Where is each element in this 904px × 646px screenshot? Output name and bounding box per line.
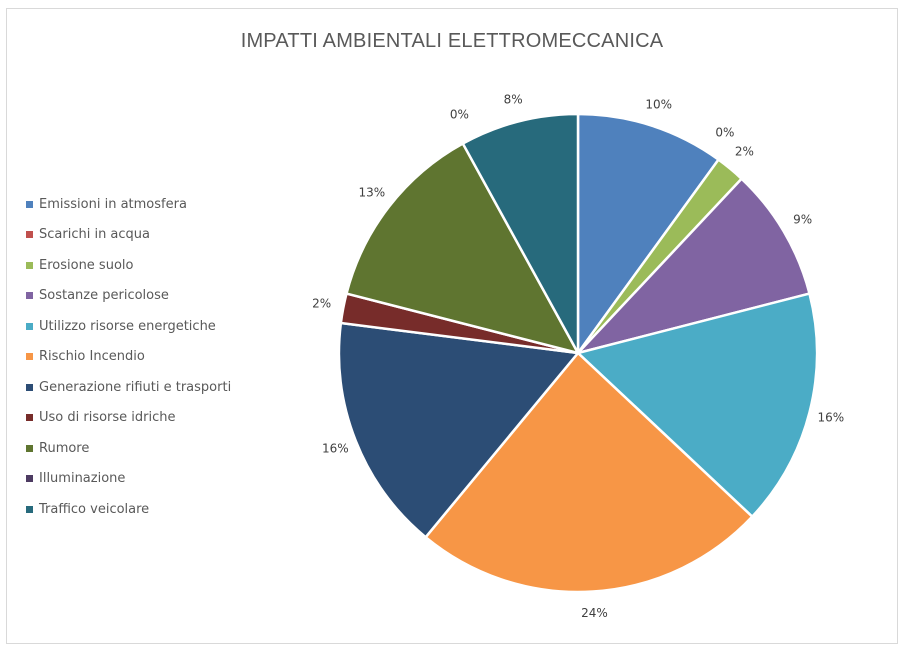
data-label-sostanze-pericolose: 9% <box>793 213 812 227</box>
legend-swatch <box>26 505 33 513</box>
legend-label: Illuminazione <box>39 471 126 487</box>
legend-item-emissioni-in-atmosfera: Emissioni in atmosfera <box>26 189 231 220</box>
data-label-emissioni-in-atmosfera: 10% <box>645 97 672 111</box>
pie-slice-rischio-incendio <box>424 351 754 594</box>
pie-slice-utilizzo-risorse-energetiche <box>576 292 819 518</box>
legend-label: Rumore <box>39 440 90 456</box>
legend-item-traffico-veicolare: Traffico veicolare <box>26 494 231 525</box>
data-label-generazione-rifiuti-e-trasporti: 16% <box>322 442 349 456</box>
legend-swatch <box>26 475 33 483</box>
legend-label: Emissioni in atmosfera <box>39 196 187 212</box>
data-label-uso-di-risorse-idriche: 2% <box>312 297 331 311</box>
data-label-scarichi-in-acqua: 0% <box>715 126 734 140</box>
chart-title: IMPATTI AMBIENTALI ELETTROMECCANICA <box>240 30 664 52</box>
legend-item-illuminazione: Illuminazione <box>26 464 231 495</box>
legend-item-sostanze-pericolose: Sostanze pericolose <box>26 281 231 312</box>
pie-slice-generazione-rifiuti-e-trasporti <box>337 321 580 539</box>
legend-label: Sostanze pericolose <box>39 288 169 304</box>
legend-label: Rischio Incendio <box>39 349 145 365</box>
legend-swatch <box>26 444 33 452</box>
legend-item-erosione-suolo: Erosione suolo <box>26 250 231 281</box>
legend-swatch <box>26 261 33 269</box>
pie-slice-emissioni-in-atmosfera <box>576 112 720 355</box>
legend-label: Erosione suolo <box>39 257 134 273</box>
chart-legend: Emissioni in atmosfera Scarichi in acqua E… <box>26 189 231 525</box>
legend-swatch <box>26 200 33 208</box>
data-label-rumore: 13% <box>358 186 385 200</box>
legend-label: Traffico veicolare <box>39 501 150 517</box>
legend-swatch <box>26 414 33 422</box>
data-label-illuminazione: 0% <box>450 108 469 122</box>
legend-swatch <box>26 231 33 239</box>
legend-swatch <box>26 292 33 300</box>
data-label-utilizzo-risorse-energetiche: 16% <box>817 410 844 424</box>
legend-label: Utilizzo risorse energetiche <box>39 318 216 334</box>
data-label-traffico-veicolare: 8% <box>504 93 523 107</box>
legend-swatch <box>26 383 33 391</box>
legend-swatch <box>26 353 33 361</box>
legend-label: Uso di risorse idriche <box>39 410 176 426</box>
data-label-rischio-incendio: 24% <box>581 606 608 620</box>
pie-slice-traffico-veicolare <box>461 112 580 355</box>
legend-item-scarichi-in-acqua: Scarichi in acqua <box>26 220 231 251</box>
legend-label: Generazione rifiuti e trasporti <box>39 379 232 395</box>
pie-slice-rumore <box>345 142 580 355</box>
data-label-erosione-suolo: 2% <box>735 144 754 158</box>
legend-item-rischio-incendio: Rischio Incendio <box>26 342 231 373</box>
legend-swatch <box>26 322 33 330</box>
legend-item-uso-di-risorse-idriche: Uso di risorse idriche <box>26 403 231 434</box>
legend-label: Scarichi in acqua <box>39 227 151 243</box>
pie-slice-sostanze-pericolose <box>576 177 811 355</box>
legend-item-utilizzo-risorse-energetiche: Utilizzo risorse energetiche <box>26 311 231 342</box>
legend-item-rumore: Rumore <box>26 433 231 464</box>
legend-item-generazione-rifiuti-e-trasporti: Generazione rifiuti e trasporti <box>26 372 231 403</box>
